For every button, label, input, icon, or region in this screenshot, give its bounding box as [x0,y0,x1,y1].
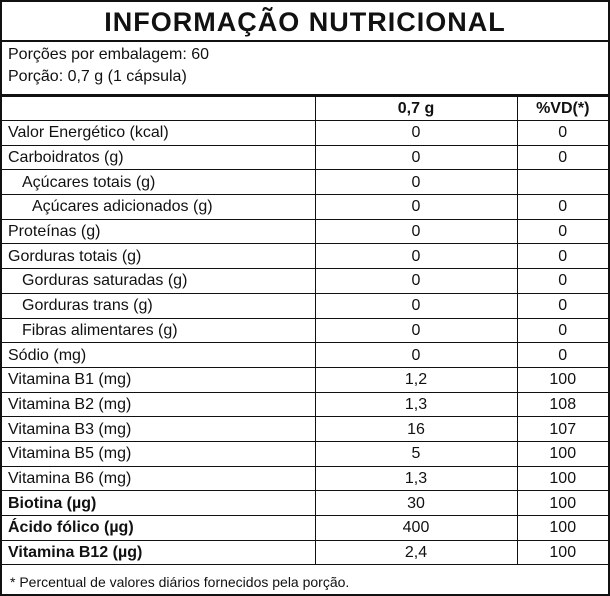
nutrient-value: 16 [314,416,518,442]
serving-line: Porções por embalagem: 60 [8,46,209,63]
nutrient-name: Vitamina B12 (µg) [2,539,316,566]
serving-line: Porção: 0,7 g (1 cápsula) [8,68,187,85]
nutrient-row: Fibras alimentares (g) 0 0 [2,317,608,344]
header-cell: %VD(*) [516,97,608,121]
nutrient-value: 1,3 [314,465,518,492]
nutrient-name: Valor Energético (kcal) [2,120,316,146]
nutrient-row: Sódio (mg) 0 0 [2,342,608,368]
nutrient-name: Proteínas (g) [2,218,316,245]
nutrient-row: Gorduras totais (g) 0 0 [2,243,608,270]
nutrient-value: 100 [516,539,608,566]
nutrient-row: Ácido fólico (µg) 400 100 [2,515,608,541]
nutrient-value: 0 [314,120,518,146]
nutrient-row: Valor Energético (kcal) 0 0 [2,120,608,146]
nutrient-value: 0 [516,317,608,344]
nutrient-value: 2,4 [314,539,518,566]
nutrient-value: 0 [516,243,608,270]
nutrient-value: 0 [314,218,518,245]
nutrient-name: Vitamina B1 (mg) [2,366,316,393]
nutrient-value: 0 [516,268,608,294]
nutrient-value: 100 [516,490,608,516]
nutrient-value: 100 [516,515,608,541]
nutrient-row: Biotina (µg) 30 100 [2,490,608,516]
nutrient-value: 108 [516,391,608,418]
nutrient-value: 1,2 [314,366,518,393]
nutrient-value: 1,3 [314,391,518,418]
nutrient-row: Gorduras trans (g) 0 0 [2,292,608,319]
nutrient-name: Gorduras totais (g) [2,243,316,270]
footnote: * Percentual de valores diários fornecid… [10,574,350,590]
nutrient-row: Vitamina B3 (mg) 16 107 [2,416,608,442]
nutrient-name: Biotina (µg) [2,490,316,516]
nutrient-name: Gorduras trans (g) [2,292,316,319]
nutrient-value: 0 [516,292,608,319]
nutrient-value: 100 [516,465,608,492]
nutrient-row: Açúcares adicionados (g) 0 0 [2,194,608,220]
nutrient-value: 0 [314,243,518,270]
nutrient-value: 0 [314,342,518,368]
header-cell [2,97,316,121]
nutrient-name: Vitamina B5 (mg) [2,440,316,467]
nutrient-row: Vitamina B6 (mg) 1,3 100 [2,465,608,492]
nutrient-value: 0 [314,317,518,344]
nutrient-name: Vitamina B2 (mg) [2,391,316,418]
nutrient-value: 0 [516,120,608,146]
nutrient-name: Vitamina B3 (mg) [2,416,316,442]
nutrient-value: 30 [314,490,518,516]
nutrient-name: Carboidratos (g) [2,144,316,171]
nutrient-value [516,169,608,196]
nutrient-value: 0 [516,144,608,171]
nutrient-value: 400 [314,515,518,541]
nutrient-value: 5 [314,440,518,467]
nutrient-value: 0 [516,194,608,220]
header-row: 0,7 g %VD(*) [2,97,608,121]
title: INFORMAÇÃO NUTRICIONAL [2,2,608,42]
nutrient-row: Vitamina B2 (mg) 1,3 108 [2,391,608,418]
serving-info: Porções por embalagem: 60 Porção: 0,7 g … [2,42,608,97]
nutrient-value: 0 [314,194,518,220]
nutrient-row: Proteínas (g) 0 0 [2,218,608,245]
nutrient-value: 107 [516,416,608,442]
nutrient-row: Açúcares totais (g) 0 [2,169,608,196]
nutrient-row: Vitamina B1 (mg) 1,2 100 [2,366,608,393]
nutrient-name: Vitamina B6 (mg) [2,465,316,492]
nutrient-name: Gorduras saturadas (g) [2,268,316,294]
nutrient-name: Fibras alimentares (g) [2,317,316,344]
nutrient-value: 100 [516,440,608,467]
nutrient-name: Ácido fólico (µg) [2,515,316,541]
nutrient-value: 0 [516,342,608,368]
nutrient-row: Gorduras saturadas (g) 0 0 [2,268,608,294]
nutrient-name: Açúcares totais (g) [2,169,316,196]
nutrient-row: Vitamina B12 (µg) 2,4 100 [2,539,608,566]
nutrient-value: 0 [516,218,608,245]
nutrient-value: 0 [314,292,518,319]
nutrient-value: 100 [516,366,608,393]
nutrient-row: Carboidratos (g) 0 0 [2,144,608,171]
nutrient-name: Açúcares adicionados (g) [2,194,316,220]
nutrient-value: 0 [314,268,518,294]
nutrient-name: Sódio (mg) [2,342,316,368]
nutrient-row: Vitamina B5 (mg) 5 100 [2,440,608,467]
nutrient-value: 0 [314,169,518,196]
nutrient-value: 0 [314,144,518,171]
header-cell: 0,7 g [314,97,518,121]
nutrition-table: 0,7 g %VD(*) Valor Energético (kcal) 0 0 Carb… [2,97,608,566]
